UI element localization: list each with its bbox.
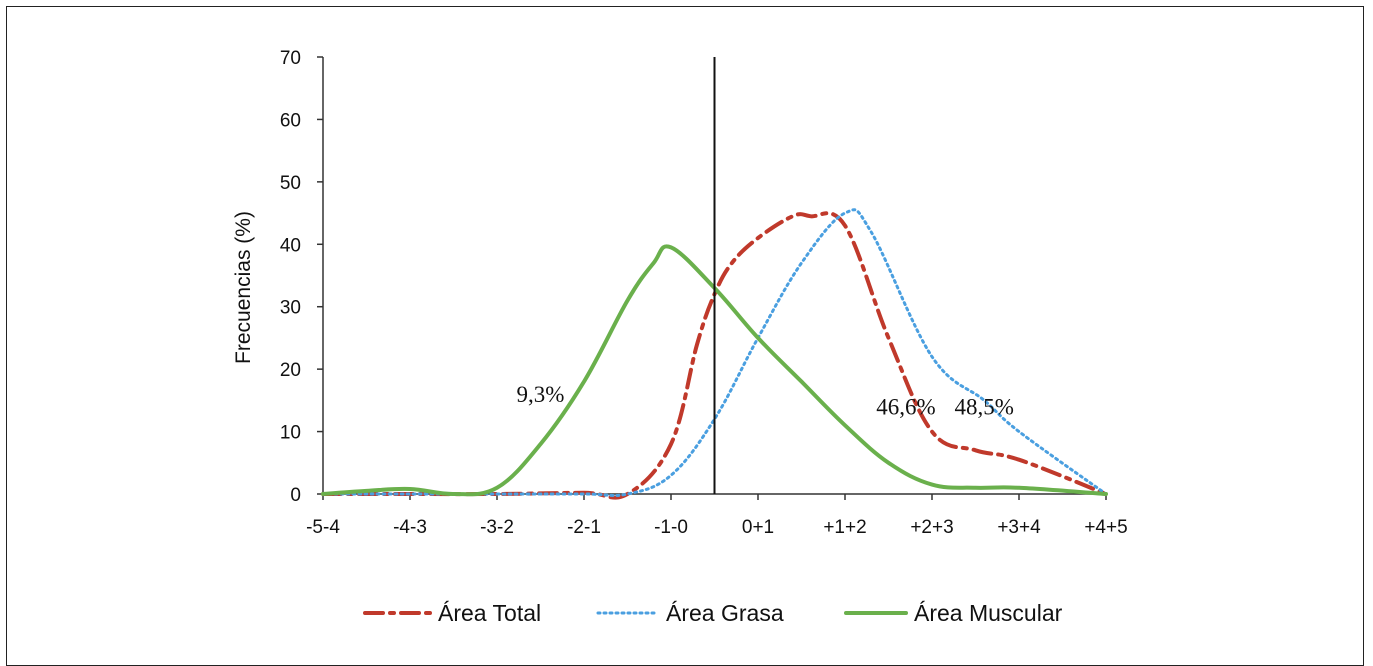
- x-tick-label: +2+3: [910, 517, 953, 538]
- chart-frame: [6, 6, 1364, 666]
- data-label: 48,5%: [954, 395, 1013, 420]
- annotations: 9,3% 46,6% 48,5%: [517, 382, 1014, 419]
- x-tick-label: -1-0: [654, 517, 688, 538]
- y-tick-label: 10: [280, 423, 301, 444]
- x-tick-label: +3+4: [997, 517, 1041, 538]
- x-tick-label: -4-3: [393, 517, 427, 538]
- y-tick-label: 50: [280, 173, 301, 194]
- legend-label: Área Total: [438, 600, 541, 626]
- x-tick-label: -2-1: [567, 517, 601, 538]
- x-tick-label: +1+2: [823, 517, 866, 538]
- y-tick-label: 30: [280, 298, 301, 319]
- y-tick-label: 0: [290, 485, 301, 506]
- axes: 0 10 20 30 40 50 60 70 -5-4 -4-3 -3-2 -2-1 -1-0 0+1 +1…: [280, 48, 1128, 538]
- legend-label: Área Grasa: [666, 600, 784, 626]
- y-tick-label: 20: [280, 360, 301, 381]
- x-tick-label: +4+5: [1084, 517, 1127, 538]
- y-tick-label: 60: [280, 110, 301, 131]
- data-label: 46,6%: [876, 395, 935, 420]
- data-label: 9,3%: [517, 382, 565, 407]
- x-tick-label: -5-4: [306, 517, 340, 538]
- x-tick-label: 0+1: [742, 517, 774, 538]
- series-lines: [321, 208, 1108, 500]
- series-line-area-muscular: [321, 244, 1108, 497]
- legend: Área Total Área Grasa Área Muscular: [363, 600, 1063, 626]
- y-tick-label: 70: [280, 48, 301, 69]
- y-tick-label: 40: [280, 235, 301, 256]
- x-tick-label: -3-2: [480, 517, 514, 538]
- y-axis-title: Frecuencias (%): [232, 211, 255, 364]
- legend-label: Área Muscular: [914, 600, 1063, 626]
